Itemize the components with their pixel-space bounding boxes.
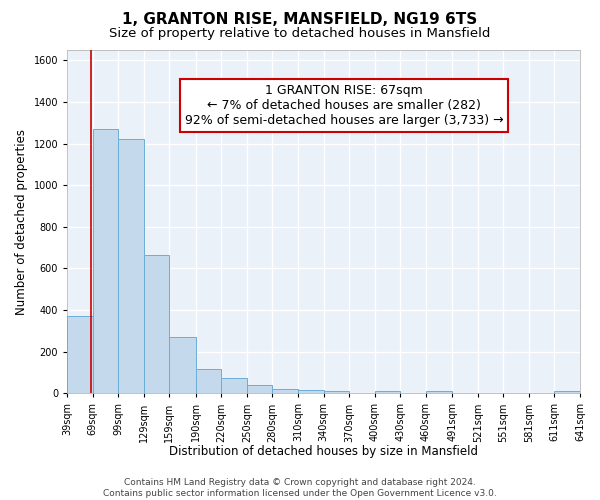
Bar xyxy=(298,390,323,394)
Bar xyxy=(221,378,247,394)
Text: Size of property relative to detached houses in Mansfield: Size of property relative to detached ho… xyxy=(109,28,491,40)
Text: Contains HM Land Registry data © Crown copyright and database right 2024.
Contai: Contains HM Land Registry data © Crown c… xyxy=(103,478,497,498)
Bar xyxy=(247,385,272,394)
Y-axis label: Number of detached properties: Number of detached properties xyxy=(15,128,28,314)
Bar xyxy=(118,140,144,394)
Text: 1, GRANTON RISE, MANSFIELD, NG19 6TS: 1, GRANTON RISE, MANSFIELD, NG19 6TS xyxy=(122,12,478,28)
Bar xyxy=(426,391,452,394)
Bar xyxy=(554,391,580,394)
Bar xyxy=(375,391,400,394)
Bar xyxy=(67,316,93,394)
Bar xyxy=(169,337,196,394)
Bar xyxy=(196,370,221,394)
X-axis label: Distribution of detached houses by size in Mansfield: Distribution of detached houses by size … xyxy=(169,444,478,458)
Bar xyxy=(323,391,349,394)
Bar xyxy=(93,129,118,394)
Bar xyxy=(144,255,169,394)
Bar xyxy=(272,389,298,394)
Text: 1 GRANTON RISE: 67sqm
← 7% of detached houses are smaller (282)
92% of semi-deta: 1 GRANTON RISE: 67sqm ← 7% of detached h… xyxy=(185,84,503,128)
